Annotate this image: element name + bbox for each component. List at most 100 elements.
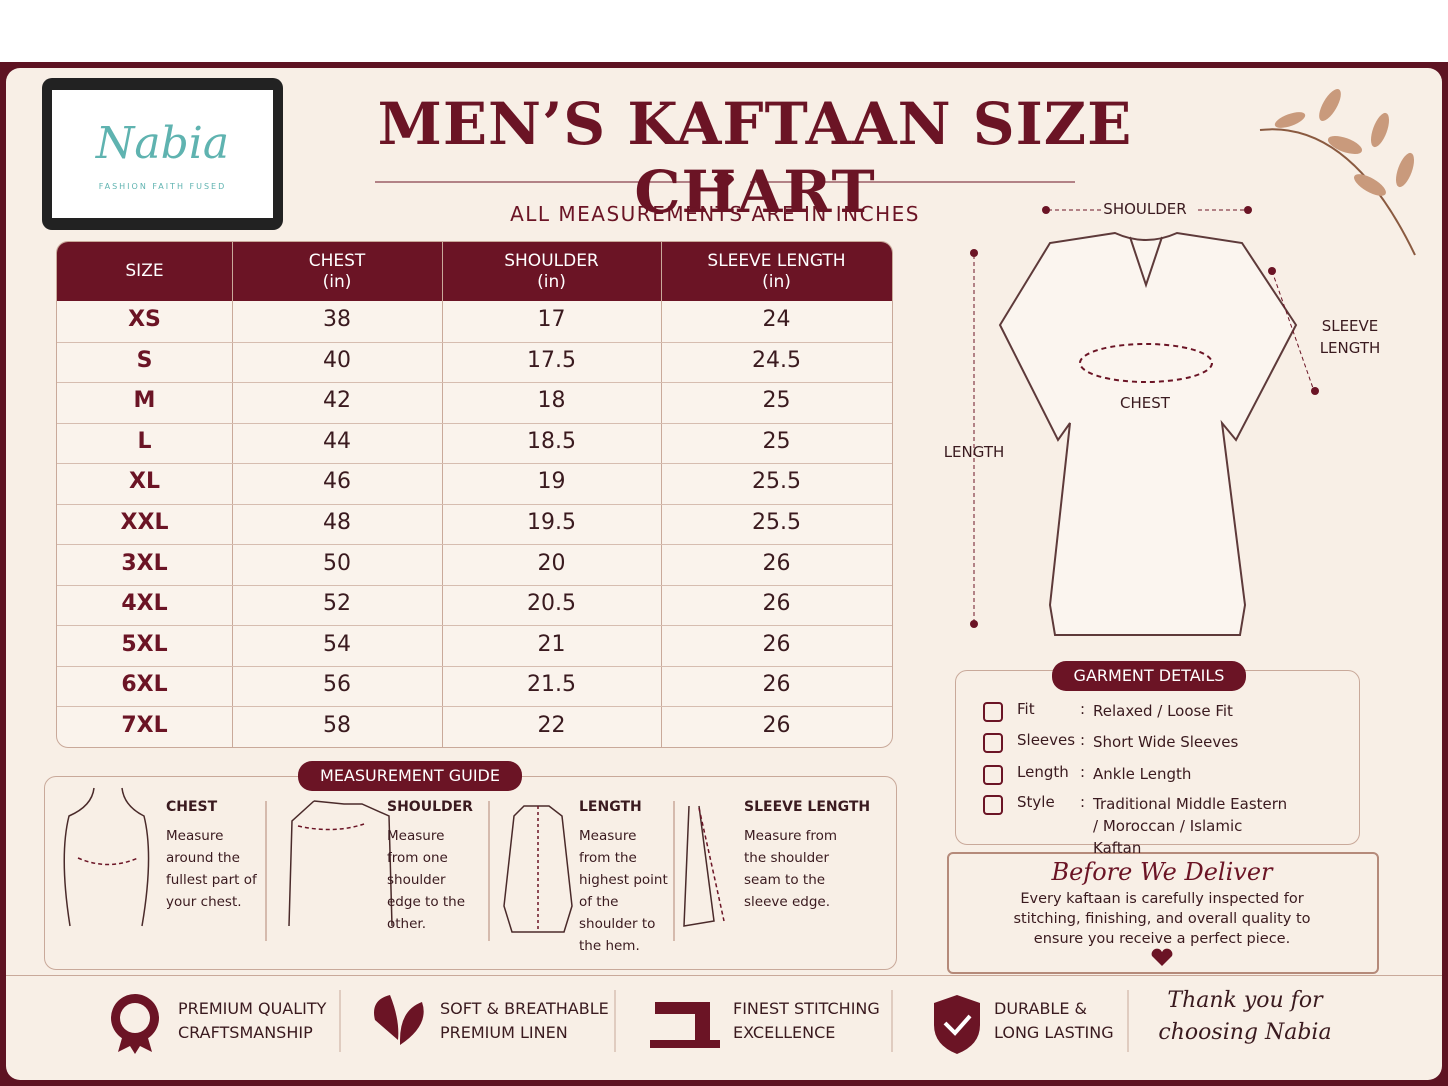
column-label: CHEST: [308, 251, 366, 271]
cell: 40: [323, 347, 351, 373]
kaftan-diagram: [970, 206, 1319, 636]
column-unit: (in): [762, 272, 791, 292]
cell: 54: [323, 631, 351, 657]
column-header: CHEST (in): [232, 251, 442, 293]
cell: 38: [323, 307, 351, 333]
cell: 48: [323, 510, 351, 535]
sleeve-label-line: SLEEVE: [1321, 317, 1379, 335]
cell: 25: [762, 388, 791, 414]
row-rule: [57, 544, 892, 546]
cell: 42: [323, 388, 351, 414]
cell: 26: [762, 672, 791, 698]
table-header: [57, 242, 892, 301]
leaf-decoration: [1259, 89, 1416, 256]
cell: 20: [537, 550, 566, 576]
column-rule: [442, 242, 443, 747]
cell: 58: [323, 712, 351, 738]
cell: 18.5: [527, 428, 576, 454]
column-rule: [661, 242, 662, 747]
size-cell: XXL: [120, 510, 169, 535]
guide-figures: [63, 787, 725, 941]
row-rule: [57, 584, 892, 586]
detail-label: Length: [1017, 763, 1069, 781]
size-cell: 3XL: [121, 550, 168, 576]
feature: FINEST STITCHING EXCELLENCE: [733, 997, 880, 1045]
row-rule: [57, 422, 892, 424]
feature-line: DURABLE &: [994, 999, 1088, 1018]
size-cell: 6XL: [121, 672, 168, 698]
size-cell: S: [136, 347, 153, 373]
detail-icon: [983, 733, 1003, 753]
column-header: SIZE: [57, 261, 232, 282]
detail-icon: [983, 765, 1003, 785]
cell: 19.5: [527, 510, 576, 535]
size-cell: XS: [128, 307, 161, 333]
cell: 26: [762, 550, 791, 576]
detail-label: Style: [1017, 793, 1055, 811]
subtitle: ALL MEASUREMENTS ARE IN INCHES: [510, 202, 920, 226]
cell: 25: [762, 428, 791, 454]
row-rule: [57, 463, 892, 465]
cell: 50: [323, 550, 351, 576]
cell: 44: [323, 428, 351, 454]
guide-item-title: LENGTH: [579, 799, 642, 815]
size-cell: XL: [129, 469, 160, 495]
cell: 25.5: [752, 510, 801, 535]
size-cell: L: [137, 428, 152, 454]
cell: 24.5: [752, 347, 801, 373]
detail-label: Fit: [1017, 700, 1035, 718]
column-label: SHOULDER: [504, 251, 599, 271]
row-rule: [57, 625, 892, 627]
feature-line: PREMIUM LINEN: [440, 1023, 568, 1042]
cell: 24: [762, 307, 791, 333]
logo: Nabia FASHION FAITH FUSED: [52, 90, 273, 218]
brand-name: Nabia: [95, 118, 230, 169]
cell: 46: [323, 469, 351, 495]
cell: 19: [537, 469, 566, 495]
thanks-line: Thank you for: [1167, 988, 1323, 1013]
footer-rule: [6, 975, 1442, 976]
size-cell: M: [133, 388, 156, 414]
feature: DURABLE & LONG LASTING: [994, 997, 1114, 1045]
note-text: Every kaftaan is carefully inspected for…: [1013, 891, 1311, 947]
column-rule: [232, 242, 233, 747]
size-table: SIZE CHEST (in) SHOULDER (in) SLEEVE LENGTH (i…: [56, 241, 893, 748]
guide-item-text: Measure from the highest point of the sh…: [579, 828, 668, 954]
brand-tagline: FASHION FAITH FUSED: [98, 182, 227, 191]
divider: [375, 174, 1075, 190]
detail-separator: :: [1080, 793, 1086, 811]
row-rule: [57, 382, 892, 384]
row-rule: [57, 706, 892, 708]
detail-value: Traditional Middle Eastern / Moroccan / …: [1093, 795, 1288, 857]
sleeve-label: SLEEVE LENGTH: [1305, 315, 1395, 359]
size-cell: 4XL: [121, 591, 168, 617]
cell: 52: [323, 591, 351, 617]
detail-value: Relaxed / Loose Fit: [1093, 702, 1233, 720]
column-label: SIZE: [125, 261, 164, 281]
detail-label: Sleeves: [1017, 731, 1076, 749]
title: MEN’S KAFTAAN SIZE CHART: [377, 90, 1133, 226]
length-label: LENGTH: [943, 443, 1005, 461]
cell: 26: [762, 631, 791, 657]
cell: 26: [762, 591, 791, 617]
detail-separator: :: [1080, 700, 1086, 718]
detail-value: Ankle Length: [1093, 765, 1192, 783]
column-header: SHOULDER (in): [442, 251, 661, 293]
cell: 21: [537, 631, 566, 657]
feature: PREMIUM QUALITY CRAFTSMANSHIP: [178, 997, 326, 1045]
cell: 25.5: [752, 469, 801, 495]
cell: 17.5: [527, 347, 576, 373]
thanks-line: choosing Nabia: [1158, 1020, 1332, 1045]
column-header: SLEEVE LENGTH (in): [661, 251, 892, 293]
detail-separator: :: [1080, 763, 1086, 781]
column-label: SLEEVE LENGTH: [707, 251, 846, 271]
thanks: Thank you for choosing Nabia: [1155, 985, 1335, 1049]
feature-line: CRAFTSMANSHIP: [178, 1023, 313, 1042]
column-unit: (in): [537, 272, 566, 292]
logo-frame: Nabia FASHION FAITH FUSED: [42, 78, 283, 230]
detail-icon: [983, 795, 1003, 815]
feature-line: PREMIUM QUALITY: [178, 999, 327, 1018]
feature-line: LONG LASTING: [994, 1023, 1114, 1042]
guide-item-title: CHEST: [166, 799, 218, 815]
